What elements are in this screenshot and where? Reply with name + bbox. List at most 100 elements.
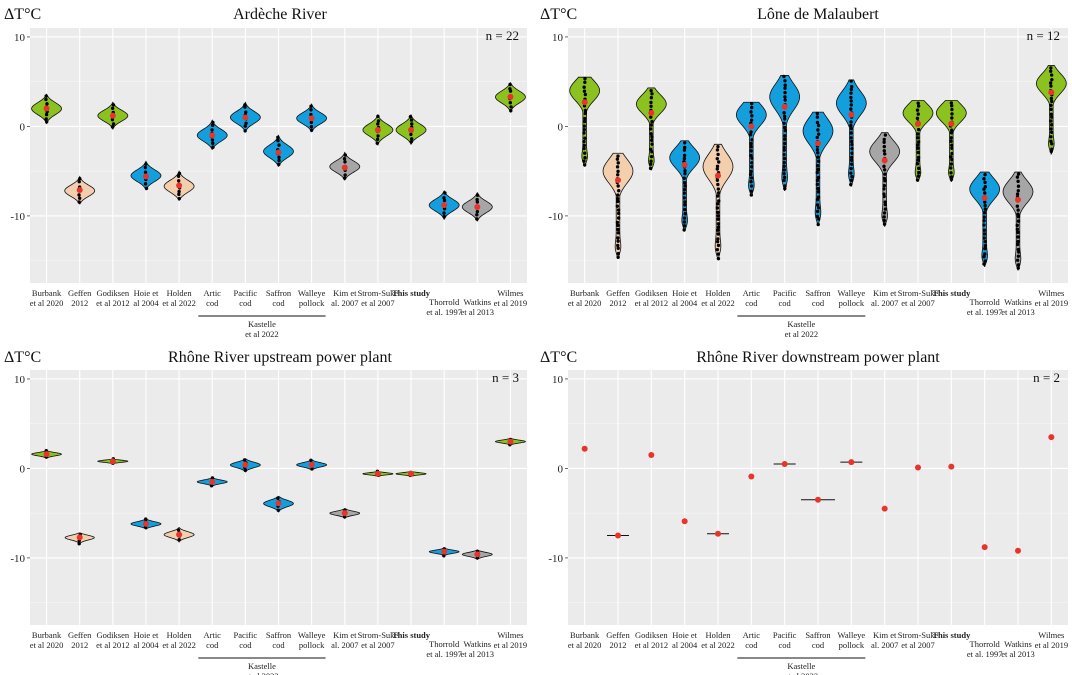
x-tick-label: Thorrold xyxy=(970,639,1001,649)
data-point xyxy=(982,210,987,215)
data-point xyxy=(583,151,587,155)
x-tick-label: al. 2007 xyxy=(331,298,358,308)
data-point xyxy=(144,517,148,521)
data-point xyxy=(716,243,721,248)
violin-holden-et-al-2022 xyxy=(163,526,195,543)
x-tick-label: al 2004 xyxy=(133,298,159,308)
data-point xyxy=(44,94,48,98)
data-point xyxy=(715,156,719,161)
violin-hoie-et-al-2004 xyxy=(669,140,700,233)
x-tick-label: Godiksen xyxy=(97,630,130,640)
mean-point xyxy=(648,452,655,458)
x-tick-label: Kim et xyxy=(873,288,897,298)
data-point xyxy=(983,252,987,256)
x-tick-label: Artic xyxy=(743,630,761,640)
y-axis-label: ΔT°C xyxy=(540,349,577,366)
x-tick-label: Godiksen xyxy=(97,288,130,298)
data-point xyxy=(815,209,820,214)
x-tick-label: Burbank xyxy=(570,288,600,298)
mean-point xyxy=(374,470,381,477)
data-point xyxy=(816,175,821,180)
violin-godiksen-et-al-2012 xyxy=(648,452,655,458)
data-point xyxy=(748,172,753,177)
mean-point xyxy=(1048,434,1055,441)
data-point xyxy=(409,140,414,144)
x-tick-label: Kim et xyxy=(333,630,357,640)
data-point xyxy=(616,173,620,177)
data-point xyxy=(649,88,653,93)
x-tick-label: cod xyxy=(206,640,219,650)
data-point xyxy=(616,243,620,248)
data-point xyxy=(1016,219,1021,223)
x-tick-label: et al 2020 xyxy=(568,298,602,308)
x-tick-label: cod xyxy=(812,298,825,308)
violin-godiksen-et-al-2012 xyxy=(635,87,667,171)
data-point xyxy=(1016,254,1021,258)
mean-point xyxy=(441,202,448,209)
data-point xyxy=(143,170,148,174)
y-tick-label: 10 xyxy=(14,374,26,386)
data-point xyxy=(748,133,753,137)
mean-point xyxy=(507,93,514,100)
x-tick-label: cod xyxy=(745,298,758,308)
data-point xyxy=(1016,263,1021,267)
data-point xyxy=(916,146,920,150)
data-point xyxy=(650,142,654,146)
violin-thorrold-et-al-1997 xyxy=(981,544,988,551)
data-point xyxy=(682,191,686,195)
x-tick-label: Geffen xyxy=(606,288,630,298)
data-point xyxy=(715,148,720,152)
x-tick-label: et al 2022 xyxy=(162,298,196,308)
data-point xyxy=(682,216,687,220)
data-point xyxy=(950,158,954,162)
data-point xyxy=(816,163,820,168)
data-point xyxy=(983,244,988,248)
x-tick-label: Geffen xyxy=(68,288,92,298)
data-point xyxy=(816,159,821,163)
mean-point xyxy=(615,177,621,184)
y-tick-label: 10 xyxy=(552,32,564,44)
x-tick-label: pollock xyxy=(299,640,325,650)
data-point xyxy=(949,131,954,135)
x-tick-label: Godiksen xyxy=(635,630,668,640)
x-tick-label: et al 2013 xyxy=(461,649,495,659)
data-point xyxy=(475,200,480,204)
mean-point xyxy=(275,149,282,156)
data-point xyxy=(915,143,920,147)
data-point xyxy=(582,143,586,148)
data-point xyxy=(1050,147,1054,151)
data-point xyxy=(144,162,148,166)
data-point xyxy=(716,187,721,191)
data-point xyxy=(616,227,620,232)
data-point xyxy=(682,176,686,180)
x-tick-label: et al 2012 xyxy=(635,640,669,650)
panel-title: Lône de Malaubert xyxy=(757,6,879,23)
data-point xyxy=(682,228,686,232)
x-tick-label: Pacific xyxy=(234,630,258,640)
sample-size-label: n = 2 xyxy=(1033,370,1060,385)
data-point xyxy=(310,467,314,471)
x-tick-label: cod xyxy=(239,298,252,308)
x-tick-label: This study xyxy=(932,630,971,640)
x-tick-label: Holden xyxy=(705,630,731,640)
data-point xyxy=(749,149,753,153)
data-point xyxy=(650,150,654,154)
x-tick-label: et al 2012 xyxy=(96,298,130,308)
x-tick-label: et al 2007 xyxy=(901,298,935,308)
data-point xyxy=(1016,239,1020,244)
data-point xyxy=(849,79,853,83)
mean-point xyxy=(781,460,788,467)
x-tick-label: et al 2020 xyxy=(568,640,602,650)
bracket-label: Kastelle xyxy=(787,661,815,671)
data-point xyxy=(982,215,986,219)
violin-burbank-et-al-2020 xyxy=(31,448,62,460)
data-point xyxy=(749,184,754,188)
data-point xyxy=(375,137,380,142)
data-point xyxy=(982,228,987,232)
violin-kim-et-al-2007 xyxy=(329,508,361,520)
data-point xyxy=(782,152,786,157)
x-tick-label: Strom-Suke xyxy=(898,288,939,298)
x-tick-label: 2012 xyxy=(71,298,88,308)
data-point xyxy=(917,166,921,171)
violin-saffron-cod xyxy=(802,111,834,227)
